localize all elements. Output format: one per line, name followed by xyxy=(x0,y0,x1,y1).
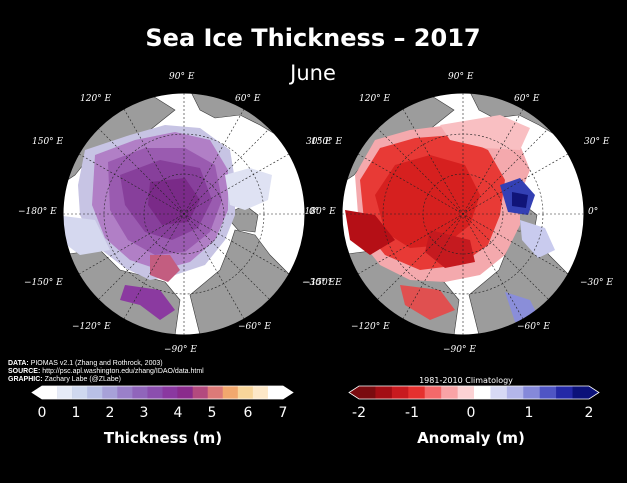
lon-label-neg60e: −60° E xyxy=(517,322,550,332)
data-key: DATA: xyxy=(8,360,29,367)
anomaly-colorbar-ticks: -2 -1 0 1 2 xyxy=(352,405,593,421)
anomaly-tick-0: 0 xyxy=(467,405,476,421)
anomaly-colorbar-swatch xyxy=(572,386,590,399)
anomaly-map: 90° E 120° E 60° E 150° E 30° E −180° E … xyxy=(297,72,613,355)
lon-label-neg150e: −150° E xyxy=(303,278,342,288)
lon-label-neg120e: −120° E xyxy=(72,322,111,332)
data-value: PIOMAS v2.1 (Zhang and Rothrock, 2003) xyxy=(31,360,163,367)
thickness-colorbar-swatch xyxy=(147,386,163,399)
anomaly-colorbar-swatch xyxy=(375,386,393,399)
lon-label-neg90e: −90° E xyxy=(164,345,197,355)
graphic-key: GRAPHIC: xyxy=(8,376,43,383)
lon-label-90e: 90° E xyxy=(448,72,474,82)
lon-label-0: 0° xyxy=(588,207,598,217)
thickness-tick-3: 3 xyxy=(140,405,149,421)
thickness-colorbar-swatch xyxy=(162,386,178,399)
thickness-colorbar-swatch xyxy=(177,386,193,399)
lon-label-neg120e: −120° E xyxy=(351,322,390,332)
anomaly-colorbar-title: 1981-2010 Climatology xyxy=(419,376,513,385)
graticule xyxy=(63,93,305,335)
anomaly-colorbar-swatch xyxy=(474,386,491,399)
anomaly-tick-neg2: -2 xyxy=(352,405,366,421)
lon-label-180e: −180° E xyxy=(18,207,57,217)
lon-label-120e: 120° E xyxy=(359,94,391,104)
anomaly-colorbar-swatch xyxy=(424,386,442,399)
anomaly-colorbar-swatch xyxy=(408,386,426,399)
thickness-map: 90° E 120° E 60° E 150° E 30° E −180° E … xyxy=(18,72,335,355)
thickness-colorbar xyxy=(31,385,294,400)
anomaly-colorbar-swatch xyxy=(506,386,524,399)
anomaly-colorbar-swatch xyxy=(457,386,475,399)
anomaly-colorbar-swatch xyxy=(359,386,376,399)
lon-label-neg90e: −90° E xyxy=(443,345,476,355)
anomaly-colorbar-swatch xyxy=(556,386,573,399)
thickness-colorbar-swatch xyxy=(237,386,254,399)
anomaly-colorbar xyxy=(348,385,600,400)
thickness-colorbar-swatch xyxy=(267,386,284,399)
lon-label-neg150e: −150° E xyxy=(24,278,63,288)
figure-subtitle: June xyxy=(288,61,336,85)
anomaly-colorbar-outline xyxy=(348,385,600,400)
thickness-tick-0: 0 xyxy=(38,405,47,421)
anomaly-colorbar-extend-max xyxy=(589,386,599,399)
anomaly-colorbar-label: Anomaly (m) xyxy=(417,429,525,447)
lon-label-neg30e: −30° E xyxy=(580,278,613,288)
thickness-colorbar-swatch xyxy=(102,386,118,399)
anomaly-colorbar-swatch xyxy=(441,386,458,399)
source-key: SOURCE: xyxy=(8,368,40,375)
ice-anomaly xyxy=(345,115,555,322)
anomaly-colorbar-swatch xyxy=(523,386,541,399)
lon-label-30e: 30° E xyxy=(306,137,332,147)
lon-label-neg60e: −60° E xyxy=(238,322,271,332)
thickness-colorbar-swatch xyxy=(72,386,88,399)
lon-label-150e: 150° E xyxy=(32,137,64,147)
anomaly-tick-2: 2 xyxy=(585,405,594,421)
thickness-colorbar-swatch xyxy=(57,386,73,399)
thickness-colorbar-swatch xyxy=(42,386,58,399)
lon-label-60e: 60° E xyxy=(235,94,261,104)
source-value: http://psc.apl.washington.edu/zhang/IDAO… xyxy=(42,368,204,375)
thickness-colorbar-extend-min xyxy=(32,386,42,399)
lon-label-120e: 120° E xyxy=(80,94,112,104)
thickness-colorbar-swatch xyxy=(117,386,133,399)
lon-label-60e: 60° E xyxy=(514,94,540,104)
source-credits: DATA: PIOMAS v2.1 (Zhang and Rothrock, 2… xyxy=(8,360,204,383)
thickness-tick-1: 1 xyxy=(72,405,81,421)
lon-label-180e: −180° E xyxy=(297,207,336,217)
thickness-colorbar-extend-max xyxy=(283,386,293,399)
figure-title: Sea Ice Thickness – 2017 xyxy=(145,24,480,52)
thickness-colorbar-label: Thickness (m) xyxy=(104,429,222,447)
svg-text:SOURCE: http://psc.apl.washing: SOURCE: http://psc.apl.washington.edu/zh… xyxy=(8,368,204,375)
svg-text:GRAPHIC: Zachary Labe (@ZLabe): GRAPHIC: Zachary Labe (@ZLabe) xyxy=(8,376,121,383)
graphic-value: Zachary Labe (@ZLabe) xyxy=(45,376,121,383)
svg-text:DATA: PIOMAS v2.1 (Zhang and R: DATA: PIOMAS v2.1 (Zhang and Rothrock, 2… xyxy=(8,360,163,367)
thickness-tick-2: 2 xyxy=(106,405,115,421)
lon-label-neg30e: −30° E xyxy=(302,278,335,288)
anomaly-tick-1: 1 xyxy=(525,405,534,421)
lon-label-150e: 150° E xyxy=(311,137,343,147)
thickness-tick-4: 4 xyxy=(174,405,183,421)
thickness-colorbar-swatch xyxy=(222,386,239,399)
anomaly-colorbar-swatch xyxy=(391,386,409,399)
thickness-colorbar-swatch xyxy=(252,386,269,399)
anomaly-tick-neg1: -1 xyxy=(405,405,419,421)
thickness-colorbar-swatch xyxy=(207,386,224,399)
anomaly-colorbar-extend-min xyxy=(349,386,359,399)
thickness-colorbar-outline xyxy=(31,385,294,400)
thickness-colorbar-swatch xyxy=(192,386,208,399)
lon-label-90e: 90° E xyxy=(169,72,195,82)
thickness-colorbar-swatch xyxy=(132,386,148,399)
thickness-tick-7: 7 xyxy=(279,405,288,421)
thickness-colorbar-swatch xyxy=(87,386,103,399)
anomaly-colorbar-swatch xyxy=(490,386,508,399)
thickness-colorbar-ticks: 0 1 2 3 4 5 6 7 xyxy=(38,405,288,421)
thickness-tick-5: 5 xyxy=(208,405,217,421)
sea-ice xyxy=(63,125,272,320)
anomaly-colorbar-swatch xyxy=(539,386,557,399)
thickness-tick-6: 6 xyxy=(244,405,253,421)
graticule xyxy=(342,93,584,335)
lon-label-0: 0° xyxy=(309,207,319,217)
lon-label-30e: 30° E xyxy=(584,137,610,147)
